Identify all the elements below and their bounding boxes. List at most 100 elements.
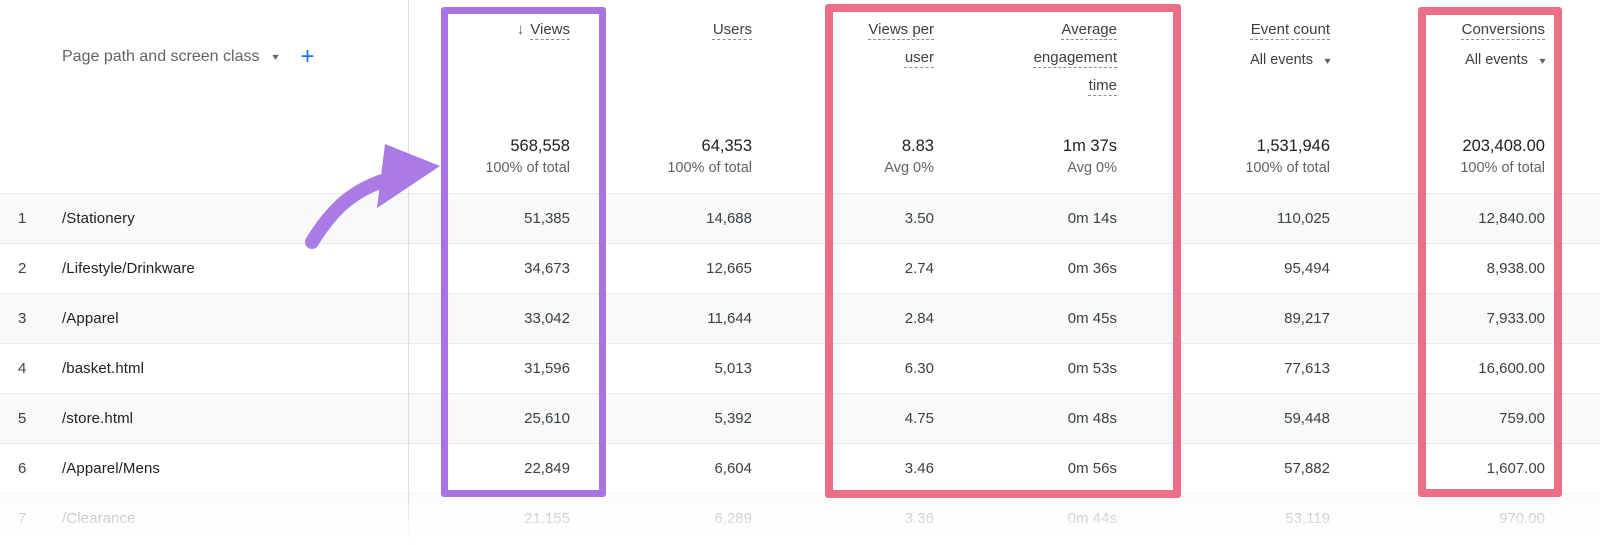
table-row: 3 /Apparel 33,042 11,644 2.84 0m 45s 89,… (0, 293, 1600, 343)
avg-engagement-time-cell: 0m 53s (1067, 360, 1117, 377)
column-header-conversions[interactable]: Conversions All events ▾ (1342, 0, 1557, 110)
conversions-cell: 16,600.00 (1478, 360, 1545, 377)
views-cell: 21,155 (524, 510, 570, 527)
totals-event-count: 1,531,946 100% of total (1129, 110, 1342, 193)
views-cell: 22,849 (524, 460, 570, 477)
event-count-filter-value: All events (1250, 52, 1313, 68)
views-per-user-cell: 3.46 (904, 460, 934, 477)
event-count-cell: 53,119 (1285, 510, 1330, 527)
views-cell: 33,042 (524, 310, 570, 327)
column-header-users[interactable]: Users (582, 0, 764, 110)
views-per-user-cell: 3.36 (904, 510, 934, 527)
page-path-cell: /Apparel/Mens (62, 460, 161, 477)
totals-avg-engagement-time-value: 1m 37s (1062, 137, 1117, 155)
totals-views-per-user-note: Avg 0% (884, 160, 934, 176)
conversions-cell: 970.00 (1499, 510, 1545, 527)
conversions-filter-dropdown[interactable]: All events ▾ (1342, 46, 1546, 76)
column-header-views-per-user-label[interactable]: Views per user (868, 21, 934, 66)
totals-row: 568,558 100% of total 64,353 100% of tot… (0, 110, 1600, 193)
event-count-cell: 57,882 (1284, 460, 1330, 477)
conversions-filter-value: All events (1465, 52, 1528, 68)
page-path-cell: /Clearance (62, 510, 136, 527)
chevron-down-icon[interactable]: ▾ (272, 51, 280, 63)
add-dimension-button[interactable]: + (300, 43, 315, 70)
views-cell: 31,596 (524, 360, 570, 377)
totals-avg-engagement-time: 1m 37s Avg 0% (946, 110, 1129, 193)
conversions-cell: 12,840.00 (1478, 210, 1545, 227)
totals-conversions-value: 203,408.00 (1462, 137, 1545, 155)
users-cell: 14,688 (706, 210, 752, 227)
row-index: 2 (18, 260, 27, 277)
users-cell: 6,604 (714, 460, 752, 477)
totals-conversions-note: 100% of total (1460, 160, 1545, 176)
chevron-down-icon: ▾ (1324, 56, 1331, 67)
dimension-header-label: Page path and screen class (62, 48, 260, 65)
totals-event-count-value: 1,531,946 (1256, 137, 1330, 155)
column-header-views-label[interactable]: Views (530, 21, 570, 38)
totals-views: 568,558 100% of total (408, 110, 582, 193)
column-header-views-per-user[interactable]: Views per user (764, 0, 946, 110)
views-cell: 51,385 (524, 210, 570, 227)
event-count-cell: 110,025 (1276, 210, 1330, 227)
table-row: 4 /basket.html 31,596 5,013 6.30 0m 53s … (0, 343, 1600, 393)
row-index: 4 (18, 360, 27, 377)
page-path-cell: /Stationery (62, 210, 135, 227)
views-per-user-cell: 3.50 (904, 210, 934, 227)
table-row: 2 /Lifestyle/Drinkware 34,673 12,665 2.7… (0, 243, 1600, 293)
table-row: 7 /Clearance 21,155 6,289 3.36 0m 44s 53… (0, 493, 1600, 543)
column-header-event-count-label[interactable]: Event count (1250, 21, 1330, 38)
views-per-user-cell: 2.84 (904, 310, 934, 327)
row-index: 7 (18, 510, 27, 527)
row-index: 1 (18, 210, 27, 227)
dimension-metrics-divider (408, 0, 409, 545)
table-row: 1 /Stationery 51,385 14,688 3.50 0m 14s … (0, 193, 1600, 243)
avg-engagement-time-cell: 0m 45s (1067, 310, 1117, 327)
users-cell: 11,644 (707, 310, 752, 327)
row-index: 6 (18, 460, 27, 477)
event-count-filter-dropdown[interactable]: All events ▾ (1129, 46, 1331, 76)
views-per-user-cell: 6.30 (904, 360, 934, 377)
conversions-cell: 1,607.00 (1486, 460, 1545, 477)
users-cell: 12,665 (706, 260, 752, 277)
event-count-cell: 89,217 (1284, 310, 1330, 327)
column-header-users-label[interactable]: Users (712, 21, 752, 38)
conversions-cell: 759.00 (1499, 410, 1545, 427)
users-cell: 6,289 (714, 510, 752, 527)
chevron-down-icon: ▾ (1539, 56, 1546, 67)
avg-engagement-time-cell: 0m 56s (1067, 460, 1117, 477)
table-body: 1 /Stationery 51,385 14,688 3.50 0m 14s … (0, 193, 1600, 543)
column-header-conversions-label[interactable]: Conversions (1461, 21, 1545, 38)
column-header-event-count[interactable]: Event count All events ▾ (1129, 0, 1342, 110)
column-header-views[interactable]: ↓ Views (408, 0, 582, 110)
totals-views-note: 100% of total (485, 160, 570, 176)
users-cell: 5,013 (714, 360, 752, 377)
page-path-cell: /Lifestyle/Drinkware (62, 260, 195, 277)
column-header-avg-engagement-time-label[interactable]: Average engagement time (1033, 21, 1117, 94)
avg-engagement-time-cell: 0m 36s (1067, 260, 1117, 277)
views-cell: 25,610 (524, 410, 570, 427)
views-per-user-cell: 2.74 (904, 260, 934, 277)
column-header-avg-engagement-time[interactable]: Average engagement time (946, 0, 1129, 110)
sort-descending-icon: ↓ (516, 21, 525, 38)
table-header-row: Page path and screen class ▾ + ↓ Views Us… (0, 0, 1600, 110)
page-path-cell: /store.html (62, 410, 134, 427)
totals-views-per-user: 8.83 Avg 0% (764, 110, 946, 193)
totals-users-value: 64,353 (701, 137, 752, 155)
dimension-header[interactable]: Page path and screen class ▾ + (0, 0, 408, 110)
conversions-cell: 8,938.00 (1486, 260, 1545, 277)
users-cell: 5,392 (714, 410, 752, 427)
row-index: 5 (18, 410, 27, 427)
totals-users-note: 100% of total (667, 160, 752, 176)
event-count-cell: 77,613 (1284, 360, 1330, 377)
page-path-cell: /basket.html (62, 360, 145, 377)
totals-avg-engagement-time-note: Avg 0% (1067, 160, 1117, 176)
totals-users: 64,353 100% of total (582, 110, 764, 193)
avg-engagement-time-cell: 0m 44s (1067, 510, 1117, 527)
views-per-user-cell: 4.75 (904, 410, 934, 427)
event-count-cell: 59,448 (1284, 410, 1330, 427)
totals-event-count-note: 100% of total (1245, 160, 1330, 176)
totals-views-value: 568,558 (510, 137, 570, 155)
totals-conversions: 203,408.00 100% of total (1342, 110, 1557, 193)
avg-engagement-time-cell: 0m 48s (1067, 410, 1117, 427)
